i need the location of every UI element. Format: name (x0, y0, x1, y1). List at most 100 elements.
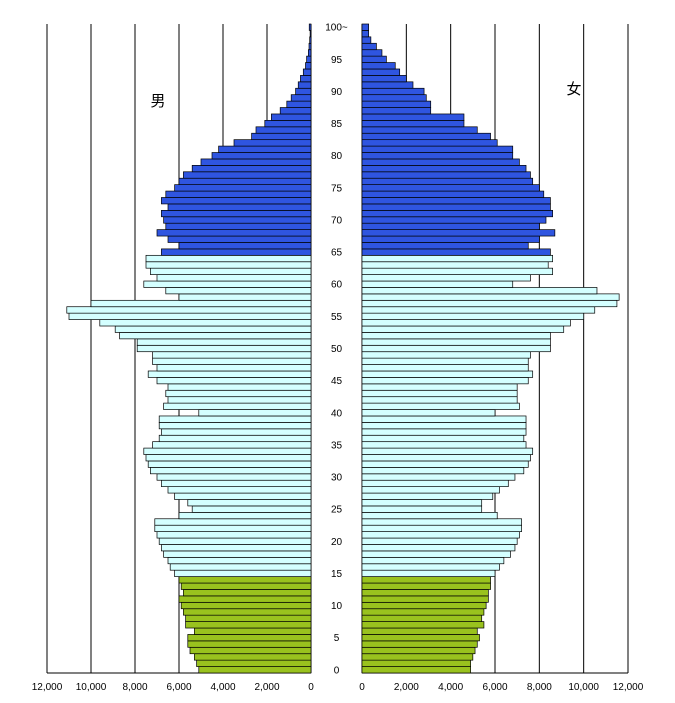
male-bar-age-35 (152, 441, 312, 449)
female-bar-age-7 (361, 621, 485, 629)
female-bar-age-58 (361, 293, 620, 301)
female-bar-age-64 (361, 254, 553, 263)
age-axis-labels: 0 5 10 15 20 25 30 35 40 45 50 55 60 65 70 75 80 85 90 95 10… (325, 23, 348, 677)
male-bar-age-5 (187, 634, 312, 642)
age-tick-label: 25 (331, 505, 343, 516)
age-tick-label: 40 (331, 408, 343, 419)
male-x-tick-label: 12,000 (32, 682, 63, 693)
male-bar-age-34 (143, 447, 312, 455)
female-bar-age-71 (361, 209, 553, 218)
female-bar-age-61 (361, 274, 531, 282)
female-bar-age-66 (361, 242, 529, 250)
age-tick-label: 0 (334, 665, 340, 676)
male-bar-age-88 (286, 100, 312, 108)
male-bar-age-56 (66, 306, 312, 314)
female-bar-age-56 (361, 306, 596, 314)
male-bar-age-66 (178, 242, 312, 250)
male-bar-age-58 (178, 293, 312, 301)
male-bar-age-65 (161, 248, 312, 256)
male-bar-age-41 (163, 402, 312, 410)
female-bar-age-70 (361, 216, 547, 224)
male-bar-age-81 (218, 145, 312, 153)
female-bar-age-89 (361, 94, 427, 102)
female-bar-age-28 (361, 486, 500, 494)
male-bar-age-28 (167, 486, 312, 494)
male-bar-age-4 (187, 640, 312, 648)
female-bar-age-88 (361, 100, 432, 108)
male-x-tick-label: 8,000 (122, 682, 147, 693)
female-bar-age-83 (361, 132, 491, 141)
female-bar-age-19 (361, 544, 516, 552)
female-bar-age-69 (361, 222, 540, 230)
female-bar-age-54 (361, 319, 571, 327)
male-bar-age-12 (183, 589, 312, 597)
male-bar-age-2 (194, 653, 312, 661)
age-tick-label: 15 (331, 569, 343, 580)
female-bar-age-79 (361, 158, 520, 166)
age-tick-label: 75 (331, 183, 343, 194)
female-label: 女 (566, 80, 581, 98)
female-bar-age-42 (361, 396, 518, 404)
male-bar-age-13 (180, 582, 312, 590)
female-bar-age-67 (361, 235, 540, 243)
female-x-tick-label: 2,000 (394, 682, 419, 693)
male-bar-age-25 (191, 505, 312, 513)
male-bar-age-31 (150, 467, 312, 475)
female-bar-age-81 (361, 145, 514, 153)
male-bar-age-32 (147, 460, 312, 468)
male-bar-age-70 (163, 216, 312, 224)
male-bar-age-79 (200, 158, 312, 166)
male-bar-age-72 (167, 203, 312, 211)
age-tick-label: 5 (334, 633, 340, 644)
female-bar-age-36 (361, 434, 525, 443)
female-bar-age-57 (361, 299, 618, 308)
male-bars (66, 23, 312, 674)
female-bar-age-41 (361, 402, 520, 410)
male-bar-age-96 (308, 49, 312, 57)
female-bar-age-44 (361, 383, 518, 391)
male-bar-age-6 (194, 627, 312, 635)
female-bar-age-3 (361, 646, 476, 655)
age-tick-label: 65 (331, 248, 343, 259)
male-bar-age-30 (156, 473, 312, 481)
female-bar-age-90 (361, 87, 425, 96)
male-bar-age-48 (152, 357, 312, 365)
female-bar-age-68 (361, 229, 556, 237)
female-bar-age-76 (361, 177, 534, 185)
age-tick-label: 10 (331, 601, 343, 612)
male-bar-age-77 (183, 171, 312, 179)
male-bar-age-33 (145, 454, 312, 462)
female-bar-age-59 (361, 287, 598, 295)
female-bar-age-53 (361, 325, 565, 333)
female-bar-age-74 (361, 190, 545, 198)
female-bar-age-52 (361, 332, 551, 340)
female-bar-age-26 (361, 499, 483, 507)
male-bar-age-52 (119, 332, 312, 340)
female-bar-age-77 (361, 171, 531, 179)
female-bar-age-50 (361, 344, 551, 353)
male-x-tick-label: 0 (308, 682, 314, 693)
female-bar-age-84 (361, 126, 478, 134)
female-bar-age-13 (361, 582, 491, 590)
female-x-axis-labels: 0 2,000 4,000 6,000 8,000 10,000 12,000 (359, 682, 644, 693)
male-bar-age-47 (156, 364, 312, 372)
female-bar-age-2 (361, 653, 474, 661)
male-bar-age-78 (191, 165, 312, 173)
male-bar-age-38 (158, 422, 312, 430)
female-bar-age-80 (361, 152, 514, 160)
female-bar-age-25 (361, 505, 483, 513)
female-bar-age-23 (361, 518, 522, 526)
male-bar-age-10 (180, 601, 312, 610)
male-bar-age-85 (264, 120, 312, 128)
male-bar-age-46 (147, 370, 312, 378)
female-bar-age-18 (361, 550, 511, 558)
age-tick-label: 60 (331, 280, 343, 291)
female-bar-age-29 (361, 479, 509, 488)
female-bar-age-22 (361, 524, 522, 532)
male-bar-age-18 (163, 550, 312, 558)
age-tick-label: 35 (331, 440, 343, 451)
female-bar-age-73 (361, 197, 551, 205)
female-bar-age-5 (361, 634, 480, 642)
female-bar-age-78 (361, 165, 527, 173)
female-bar-age-37 (361, 428, 527, 436)
